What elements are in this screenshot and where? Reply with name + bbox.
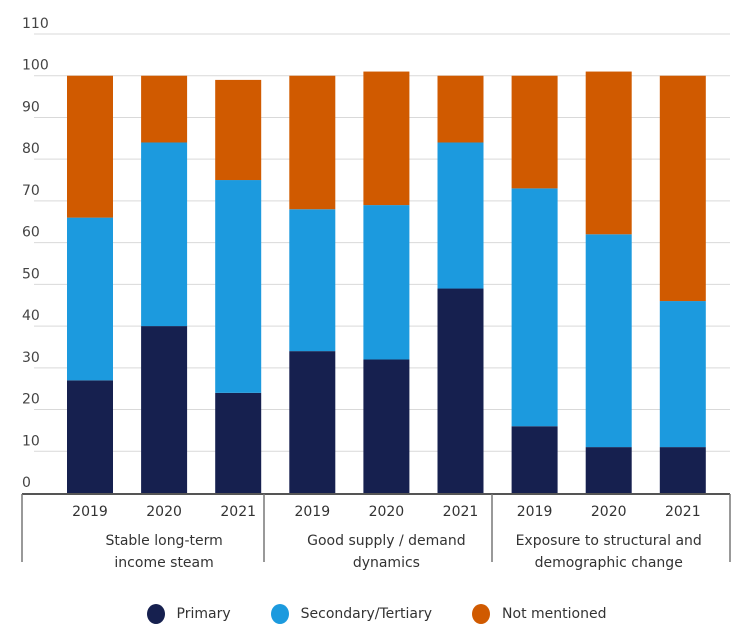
y-tick-label: 0 [22,475,31,491]
group-label: Good supply / demand [307,533,466,549]
bar-segment-primary[interactable] [215,392,262,493]
legend-swatch-secondary-tertiary [270,604,289,624]
y-tick-label: 70 [22,183,40,199]
x-tick-label: 2021 [665,504,701,520]
bar-segment-primary[interactable] [141,326,188,493]
bar-segment-not-mentioned[interactable] [585,71,632,235]
legend-item-primary[interactable]: Primary [146,604,231,624]
bar-segment-secondary-tertiary[interactable] [215,180,262,393]
x-axis [21,493,731,562]
bar-segment-not-mentioned[interactable] [67,75,113,218]
x-tick-label: 2020 [146,504,182,520]
y-tick-label: 50 [22,266,40,282]
bar-segment-not-mentioned[interactable] [289,75,336,210]
legend-label: Not mentioned [502,606,607,622]
bar-segment-secondary-tertiary[interactable] [289,209,336,352]
bar-segment-primary[interactable] [289,351,336,493]
x-axis-labels: 2019 2020 2021 2019 2020 2021 2019 2020 2021 Stab… [72,504,702,571]
x-tick-label: 2019 [517,504,553,520]
bar-segment-not-mentioned[interactable] [363,71,410,206]
x-tick-label: 2020 [369,504,405,520]
x-tick-label: 2019 [294,504,330,520]
x-tick-label: 2021 [443,504,479,520]
group-label: Exposure to structural and [516,533,702,549]
y-tick-label: 60 [22,225,40,241]
y-tick-label: 10 [22,433,40,449]
bar-segment-secondary-tertiary[interactable] [437,142,484,289]
bar-segment-not-mentioned[interactable] [141,75,188,143]
legend-item-not-mentioned[interactable]: Not mentioned [472,604,606,624]
x-tick-label: 2019 [72,504,108,520]
bar-segment-primary[interactable] [437,288,484,493]
bar-segment-not-mentioned[interactable] [659,75,706,302]
x-tick-label: 2021 [220,504,256,520]
bar-segment-secondary-tertiary[interactable] [585,234,632,448]
legend-label: Primary [176,606,231,622]
bar-segment-primary[interactable] [659,447,706,493]
bar-segment-secondary-tertiary[interactable] [659,301,706,448]
legend: Primary Secondary/Tertiary Not mentioned [0,604,753,624]
x-tick-label: 2020 [591,504,627,520]
bar-segment-secondary-tertiary[interactable] [511,188,558,427]
bar-segment-secondary-tertiary[interactable] [67,217,113,381]
y-tick-label: 40 [22,308,40,324]
bars [67,71,706,493]
bar-segment-not-mentioned[interactable] [215,79,262,181]
y-tick-label: 30 [22,350,40,366]
group-label: income steam [114,555,213,571]
group-label: demographic change [535,555,683,571]
y-tick-label: 20 [22,392,40,408]
y-tick-label: 100 [22,58,49,74]
bar-segment-secondary-tertiary[interactable] [363,205,410,360]
bar-segment-secondary-tertiary[interactable] [141,142,188,327]
bar-segment-not-mentioned[interactable] [437,75,484,143]
y-tick-label: 110 [22,16,49,32]
group-label: Stable long-term [105,533,222,549]
legend-item-secondary-tertiary[interactable]: Secondary/Tertiary [270,604,433,624]
y-tick-label: 80 [22,141,40,157]
legend-label: Secondary/Tertiary [300,606,433,622]
y-axis-ticks: 0 10 20 30 40 50 60 70 80 90 100 110 [22,16,49,491]
bar-segment-not-mentioned[interactable] [511,75,558,189]
bar-segment-primary[interactable] [585,447,632,493]
bar-segment-primary[interactable] [67,380,113,493]
legend-swatch-not-mentioned [472,604,491,624]
legend-swatch-primary [146,604,165,624]
y-tick-label: 90 [22,99,40,115]
bar-segment-primary[interactable] [363,359,410,493]
bar-segment-primary[interactable] [511,426,558,493]
group-label: dynamics [353,555,420,571]
